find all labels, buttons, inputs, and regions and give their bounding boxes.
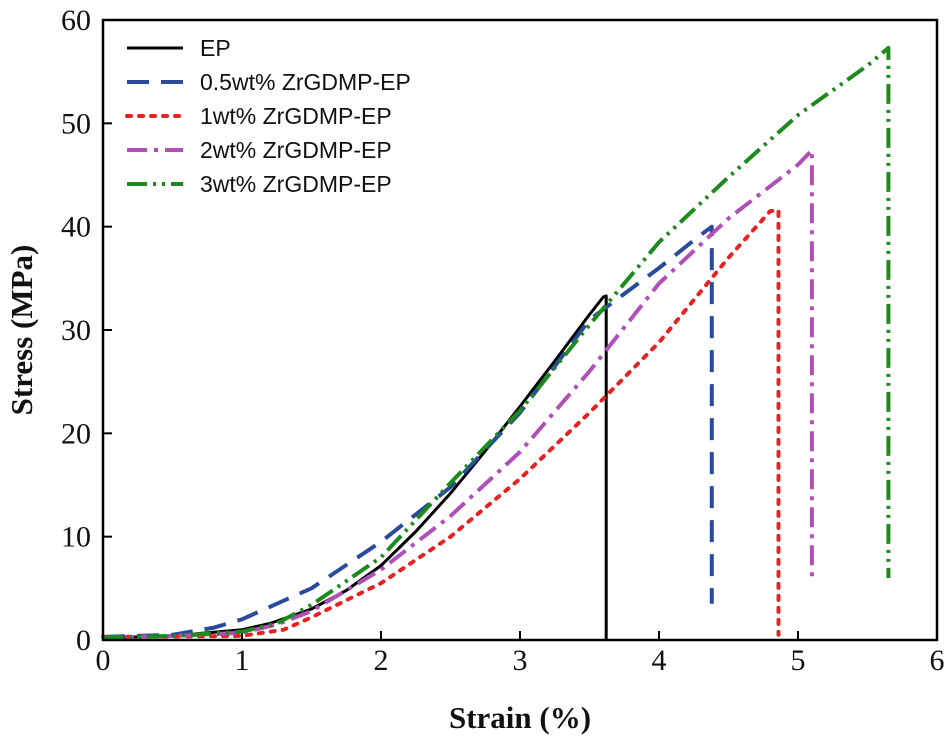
- legend-label-3: 1wt% ZrGDMP-EP: [200, 103, 392, 129]
- y-tick-label: 60: [61, 4, 91, 37]
- x-axis-title: Strain (%): [449, 700, 591, 735]
- legend-label-1: EP: [200, 35, 231, 61]
- x-tick-label: 0: [96, 644, 111, 677]
- y-tick-label: 20: [61, 417, 91, 450]
- legend-label-5: 3wt% ZrGDMP-EP: [200, 171, 392, 197]
- x-tick-label: 4: [652, 644, 667, 677]
- legend: EP 0.5wt% ZrGDMP-EP 1wt% ZrGDMP-EP 2wt% ZrG…: [125, 35, 411, 197]
- series-line-3: [101, 208, 781, 639]
- y-axis-title: Stress (MPa): [4, 245, 39, 416]
- legend-label-4: 2wt% ZrGDMP-EP: [200, 137, 392, 163]
- x-tick-label: 6: [930, 644, 945, 677]
- y-tick-label: 10: [61, 521, 91, 554]
- plot-area-frame: [101, 18, 939, 642]
- y-tick-label: 0: [76, 624, 91, 657]
- y-tick-label: 50: [61, 107, 91, 140]
- y-tick-label: 40: [61, 211, 91, 244]
- data-series: [101, 45, 891, 640]
- x-tick-label: 5: [791, 644, 806, 677]
- series-line-4: [102, 148, 814, 640]
- x-tick-label: 3: [513, 644, 528, 677]
- series-line-5: [102, 45, 891, 640]
- legend-label-2: 0.5wt% ZrGDMP-EP: [200, 69, 411, 95]
- x-tick-label: 2: [374, 644, 389, 677]
- x-tick-label: 1: [235, 644, 250, 677]
- series-line-2: [102, 224, 714, 639]
- y-tick-label: 30: [61, 314, 91, 347]
- series-line-1: [102, 294, 608, 640]
